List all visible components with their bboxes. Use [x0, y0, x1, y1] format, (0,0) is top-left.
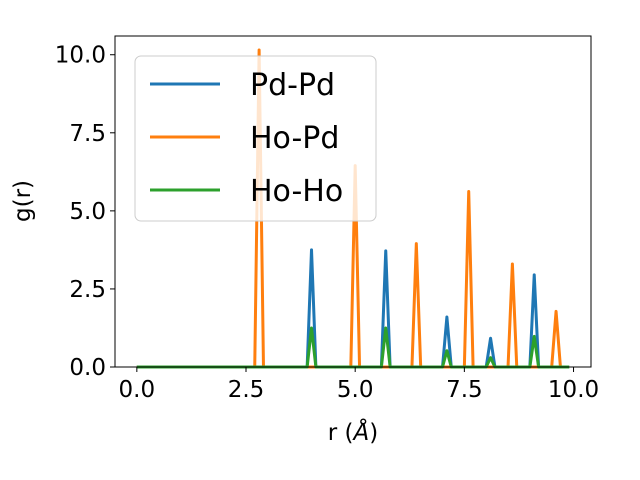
legend-box — [134, 55, 377, 222]
x-tick-label: 0.0 — [119, 377, 156, 403]
ticks-layer: 0.0 2.5 5.0 7.5 10.0 0.0 2.5 5.0 7.5 10.0 — [55, 43, 599, 403]
y-tick-label: 7.5 — [69, 121, 106, 147]
legend-entry-ho-ho: Ho-Ho — [250, 174, 343, 209]
legend-entry-pd-pd: Pd-Pd — [250, 68, 335, 103]
y-tick-label: 10.0 — [55, 43, 106, 69]
x-tick-label: 10.0 — [548, 377, 599, 403]
y-axis-label: g(r) — [10, 180, 36, 222]
y-tick-label: 0.0 — [69, 355, 106, 381]
legend: Pd-Pd Ho-Pd Ho-Ho — [134, 55, 377, 222]
legend-entry-ho-pd: Ho-Pd — [250, 121, 339, 156]
series-line-ho-ho — [136, 326, 570, 369]
y-tick-label: 2.5 — [69, 277, 106, 303]
x-axis-label: r (Å) — [328, 418, 378, 446]
x-tick-label: 2.5 — [228, 377, 265, 403]
series-line-pd-pd — [136, 248, 570, 369]
x-tick-label: 5.0 — [337, 377, 374, 403]
y-tick-label: 5.0 — [69, 199, 106, 225]
plot-area-frame — [114, 35, 592, 368]
x-tick-label: 7.5 — [446, 377, 483, 403]
